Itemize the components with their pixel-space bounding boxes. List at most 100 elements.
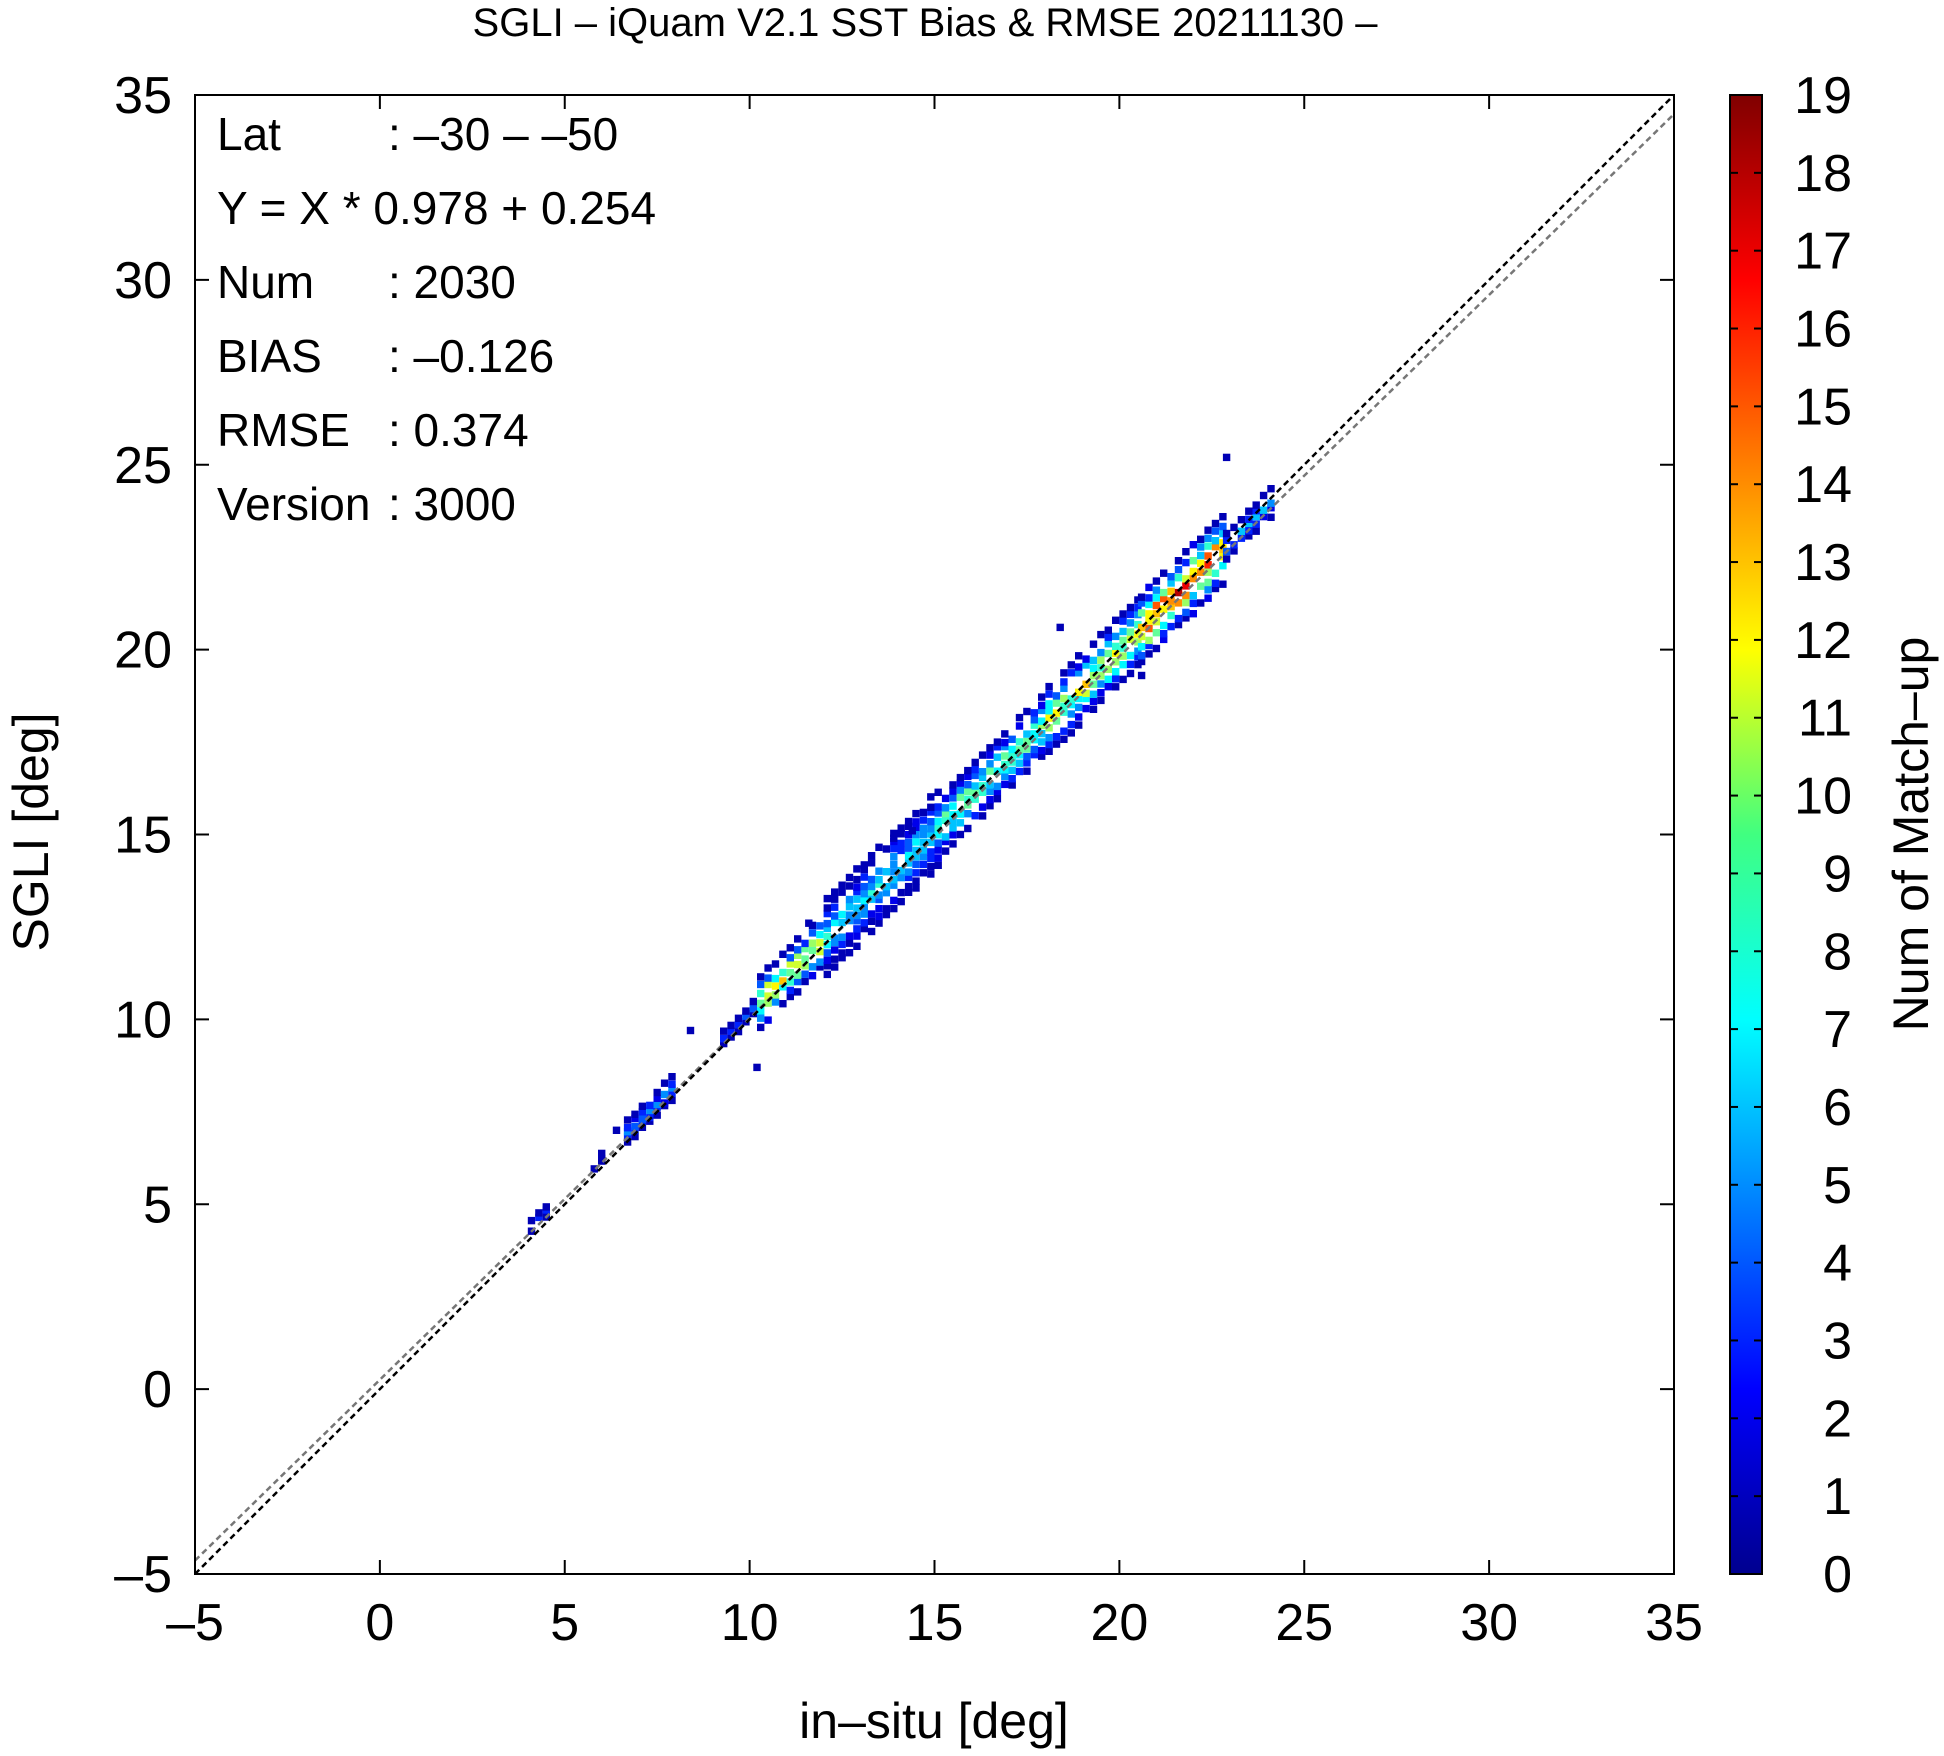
colorbar-tick-label: 17	[1794, 223, 1852, 281]
heatmap-cell	[845, 895, 854, 904]
heatmap-cell	[1001, 742, 1009, 751]
heatmap-cell	[934, 788, 942, 796]
heatmap-cell	[831, 903, 839, 911]
heatmap-cell	[1089, 705, 1098, 713]
heatmap-cell	[598, 1154, 606, 1163]
heatmap-cell	[764, 1016, 772, 1024]
heatmap-cell	[919, 846, 928, 854]
heatmap-cell	[934, 803, 942, 811]
heatmap-cell	[1119, 636, 1127, 645]
heatmap-cell	[971, 812, 979, 820]
heatmap-cell	[1167, 622, 1175, 631]
heatmap-cell	[904, 817, 913, 826]
heatmap-cell	[927, 825, 935, 833]
heatmap-cell	[1089, 680, 1098, 688]
x-tick-label: 25	[1275, 1594, 1333, 1652]
heatmap-cell	[727, 1021, 735, 1030]
heatmap-cell	[1008, 775, 1016, 783]
heatmap-cell	[1023, 745, 1031, 753]
heatmap-cell	[823, 941, 831, 949]
heatmap-cell	[934, 861, 942, 869]
heatmap-cell	[941, 837, 950, 846]
heatmap-cell	[1152, 644, 1161, 653]
heatmap-cell	[853, 875, 861, 884]
heatmap-cell	[1104, 675, 1112, 683]
heatmap-cell	[801, 977, 809, 986]
heatmap-cell	[1056, 623, 1064, 632]
heatmap-cell	[1182, 575, 1190, 583]
heatmap-cell	[1160, 588, 1168, 597]
heatmap-cell	[757, 999, 765, 1008]
heatmap-cell	[927, 793, 935, 801]
heatmap-cell	[919, 838, 928, 846]
heatmap-cell	[1126, 651, 1135, 660]
heatmap-cell	[1075, 713, 1083, 721]
y-tick-label: 30	[114, 252, 172, 310]
heatmap-cell	[1038, 706, 1046, 715]
heatmap-cell	[964, 810, 972, 818]
heatmap-cell	[1001, 738, 1009, 747]
heatmap-cell	[875, 895, 883, 904]
heatmap-cell	[956, 830, 965, 839]
heatmap-cell	[1038, 717, 1046, 725]
heatmap-cell	[1167, 573, 1175, 581]
stats-key: RMSE	[217, 404, 350, 456]
x-tick-label: 0	[365, 1594, 394, 1652]
heatmap-cell	[727, 1033, 735, 1041]
heatmap-cell	[838, 910, 846, 919]
heatmap-cell	[1104, 665, 1112, 673]
heatmap-cell	[912, 877, 920, 885]
heatmap-cell	[631, 1122, 639, 1131]
heatmap-cell	[1060, 669, 1068, 677]
heatmap-cell	[638, 1115, 647, 1123]
heatmap-cell	[890, 876, 898, 884]
heatmap-cell	[1008, 745, 1016, 754]
heatmap-cell	[1060, 727, 1068, 735]
heatmap-cell	[1167, 579, 1175, 587]
heatmap-cell	[919, 808, 928, 817]
heatmap-cell	[779, 977, 787, 985]
heatmap-cell	[890, 834, 898, 842]
heatmap-cell	[1112, 675, 1120, 683]
heatmap-cell	[1134, 610, 1142, 619]
colorbar-tick-label: 16	[1794, 301, 1852, 359]
heatmap-cell	[971, 765, 979, 774]
heatmap-cell	[1023, 730, 1031, 738]
heatmap-cell	[964, 781, 972, 789]
heatmap-cell	[1134, 660, 1142, 669]
heatmap-cell	[1023, 737, 1031, 746]
heatmap-cell	[993, 787, 1002, 796]
heatmap-cell	[971, 758, 979, 767]
heatmap-cell	[1167, 611, 1175, 620]
heatmap-cell	[978, 768, 987, 776]
heatmap-cell	[860, 873, 868, 881]
heatmap-cell	[1015, 759, 1024, 767]
heatmap-cell	[853, 942, 861, 950]
heatmap-cell	[720, 1039, 728, 1048]
heatmap-cell	[1112, 632, 1120, 641]
heatmap-cell	[1182, 608, 1190, 617]
heatmap-cell	[1211, 584, 1220, 593]
heatmap-cell	[631, 1110, 639, 1118]
heatmap-cell	[838, 933, 846, 941]
heatmap-cell	[786, 960, 794, 968]
heatmap-cell	[646, 1101, 654, 1110]
heatmap-cell	[786, 944, 794, 952]
heatmap-cell	[875, 919, 883, 927]
heatmap-cell	[1126, 603, 1135, 612]
heatmap-cell	[912, 884, 920, 892]
heatmap-cell	[890, 844, 898, 853]
x-tick-label: 5	[550, 1594, 579, 1652]
heatmap-cell	[1145, 594, 1153, 602]
heatmap-cell	[1145, 650, 1153, 658]
heatmap-cell	[897, 888, 905, 897]
heatmap-cell	[1160, 635, 1168, 644]
heatmap-cell	[1189, 610, 1197, 618]
heatmap-cell	[823, 962, 831, 970]
heatmap-cell	[964, 766, 972, 775]
x-axis-label: in–situ [deg]	[799, 1693, 1069, 1749]
heatmap-cell	[882, 845, 891, 853]
heatmap-cell	[860, 890, 868, 898]
heatmap-cell	[1126, 628, 1135, 636]
